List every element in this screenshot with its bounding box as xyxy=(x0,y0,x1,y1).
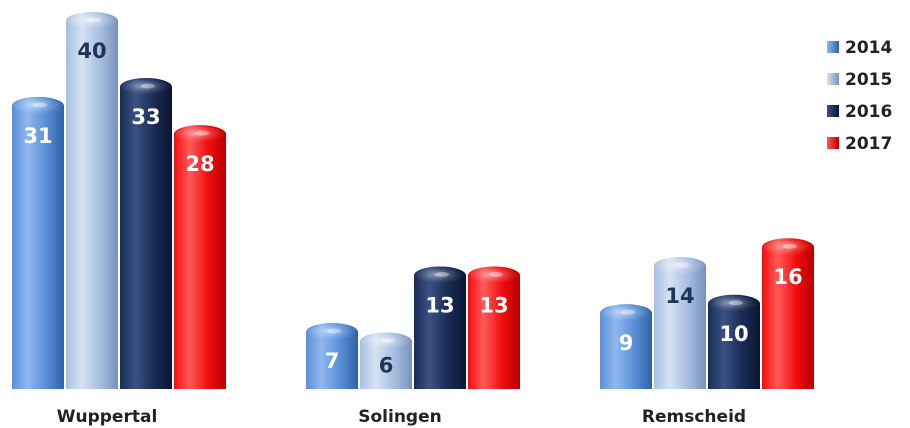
data-label-wuppertal-2015: 40 xyxy=(77,39,106,63)
legend-label-2016: 2016 xyxy=(845,102,892,122)
legend-swatch-2015 xyxy=(827,73,839,85)
legend-item-2016: 2016 xyxy=(827,102,892,122)
category-label-remscheid: Remscheid xyxy=(642,407,746,427)
bar-remscheid-2017 xyxy=(762,238,814,389)
category-labels-layer: Wuppertal Solingen Remscheid xyxy=(57,407,746,427)
legend-item-2014: 2014 xyxy=(827,38,892,58)
bar-wuppertal-2015 xyxy=(66,12,118,389)
bars-layer xyxy=(12,12,814,389)
bar-wuppertal-2014 xyxy=(12,96,64,389)
data-label-wuppertal-2016: 33 xyxy=(131,105,160,129)
bar-remscheid-2014 xyxy=(600,304,652,389)
bar-wuppertal-2017 xyxy=(174,125,227,389)
legend: 2014 2015 2016 2017 xyxy=(827,38,892,154)
legend-label-2014: 2014 xyxy=(845,38,892,58)
data-label-remscheid-2015: 14 xyxy=(665,284,694,308)
data-label-remscheid-2016: 10 xyxy=(719,322,748,346)
data-label-wuppertal-2017: 28 xyxy=(185,152,214,176)
data-label-solingen-2014: 7 xyxy=(325,349,340,373)
bar-solingen-2016 xyxy=(414,266,466,389)
legend-label-2017: 2017 xyxy=(845,134,892,154)
data-label-wuppertal-2014: 31 xyxy=(23,124,52,148)
legend-swatch-2017 xyxy=(827,137,839,149)
data-label-remscheid-2014: 9 xyxy=(619,331,634,355)
legend-item-2017: 2017 xyxy=(827,134,892,154)
bar-solingen-2017 xyxy=(468,266,520,389)
bar-remscheid-2015 xyxy=(654,257,706,389)
bar-remscheid-2016 xyxy=(708,294,760,389)
bar-solingen-2014 xyxy=(306,323,358,389)
data-labels-layer: 31 40 33 28 7 6 13 13 9 14 10 16 xyxy=(23,39,802,378)
data-label-solingen-2015: 6 xyxy=(379,354,394,378)
data-label-solingen-2016: 13 xyxy=(425,293,454,317)
legend-label-2015: 2015 xyxy=(845,70,892,90)
legend-item-2015: 2015 xyxy=(827,70,892,90)
data-label-solingen-2017: 13 xyxy=(479,293,508,317)
bar-solingen-2015 xyxy=(360,332,412,389)
data-label-remscheid-2017: 16 xyxy=(773,265,802,289)
legend-swatch-2014 xyxy=(827,41,839,53)
category-label-solingen: Solingen xyxy=(358,407,441,427)
category-label-wuppertal: Wuppertal xyxy=(57,407,158,427)
bar-wuppertal-2016 xyxy=(120,77,172,389)
legend-swatch-2016 xyxy=(827,105,839,117)
